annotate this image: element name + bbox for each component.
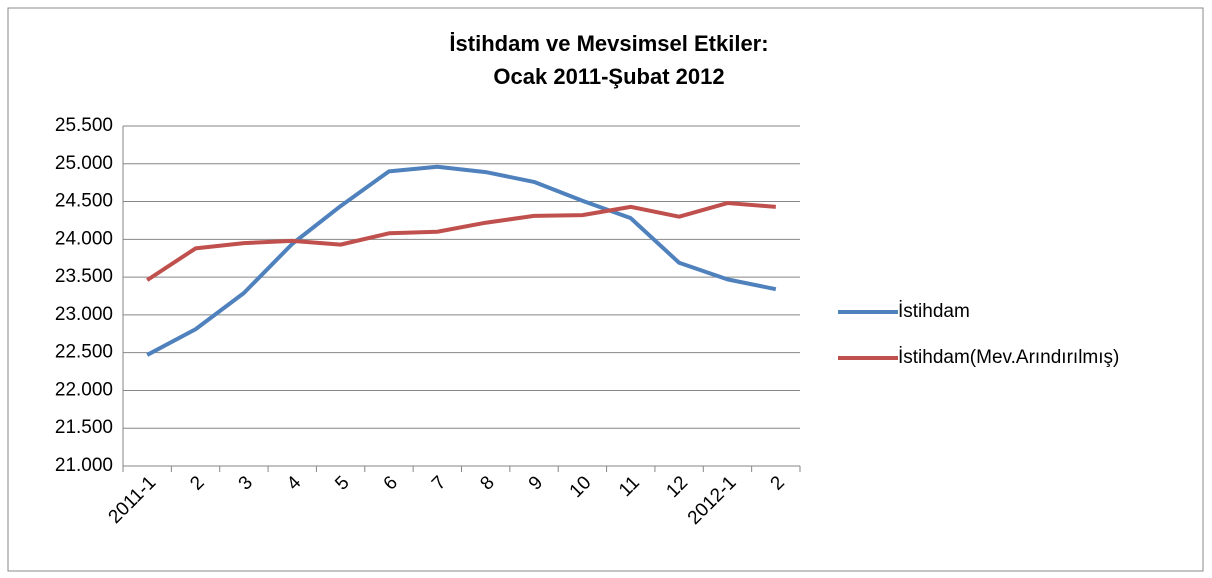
y-tick-label: 22.500: [55, 342, 113, 363]
legend-label: İstihdam: [898, 301, 970, 322]
line-series: [146, 201, 776, 282]
line-series: [146, 164, 777, 357]
y-tick-label: 23.500: [55, 266, 113, 287]
legend-label: İstihdam(Mev.Arındırılmış): [898, 347, 1119, 368]
y-tick-label: 21.000: [55, 455, 113, 476]
y-tick-label: 24.500: [55, 191, 113, 212]
y-tick-label: 22.000: [55, 379, 113, 400]
y-tick-label: 25.500: [55, 115, 113, 136]
y-tick-label: 21.500: [55, 417, 113, 438]
chart-border: [7, 7, 1204, 572]
y-tick-label: 25.000: [55, 153, 113, 174]
chart-title: Ocak 2011-Şubat 2012: [493, 64, 724, 89]
y-tick-label: 24.000: [55, 228, 113, 249]
chart-title: İstihdam ve Mevsimsel Etkiler:: [449, 31, 768, 56]
y-tick-label: 23.000: [55, 304, 113, 325]
